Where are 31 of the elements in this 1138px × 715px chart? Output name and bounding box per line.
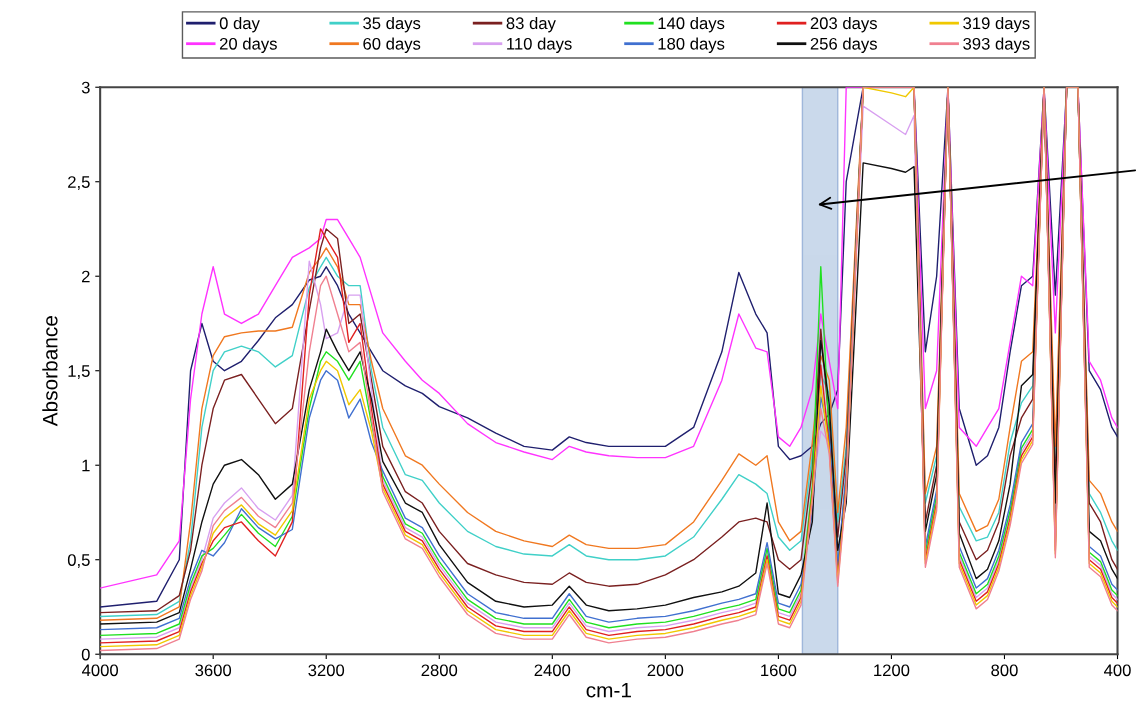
legend-label: 35 days <box>363 16 421 33</box>
legend-label: 319 days <box>963 16 1030 33</box>
x-tick-label: 3600 <box>195 664 232 677</box>
legend-label: 180 days <box>658 37 725 53</box>
legend-label: 203 days <box>810 16 877 33</box>
y-tick-label: 3 <box>81 81 90 94</box>
x-tick-label: 1200 <box>874 664 910 677</box>
x-tick-label: 4000 <box>81 664 119 677</box>
legend-label: 110 days <box>507 37 572 53</box>
x-tick-label: 400 <box>1104 664 1131 677</box>
y-tick-label: 2,5 <box>68 176 90 190</box>
y-tick-label: 2 <box>81 270 90 283</box>
y-tick-label: 1,5 <box>68 365 90 379</box>
legend-label: 83 day <box>506 16 556 33</box>
x-tick-label: 3200 <box>308 664 345 677</box>
legend-label: 20 days <box>219 37 277 53</box>
y-tick-label: 0,5 <box>67 554 90 568</box>
x-tick-label: 2400 <box>534 664 571 677</box>
x-tick-label: 2000 <box>647 664 684 677</box>
y-tick-label: 0 <box>81 648 90 661</box>
legend-label: 0 day <box>219 16 260 33</box>
legend-label: 60 days <box>363 37 421 53</box>
legend-label: 140 days <box>658 16 725 33</box>
y-axis-title: Absorbance <box>42 316 58 427</box>
x-tick-label: 2800 <box>421 664 458 677</box>
x-axis-title: cm-1 <box>586 683 631 698</box>
legend-label: 393 days <box>963 37 1030 53</box>
x-tick-label: 800 <box>991 664 1018 677</box>
y-tick-label: 1 <box>82 459 90 472</box>
legend-label: 256 days <box>810 37 877 53</box>
x-tick-label: 1600 <box>761 664 797 677</box>
